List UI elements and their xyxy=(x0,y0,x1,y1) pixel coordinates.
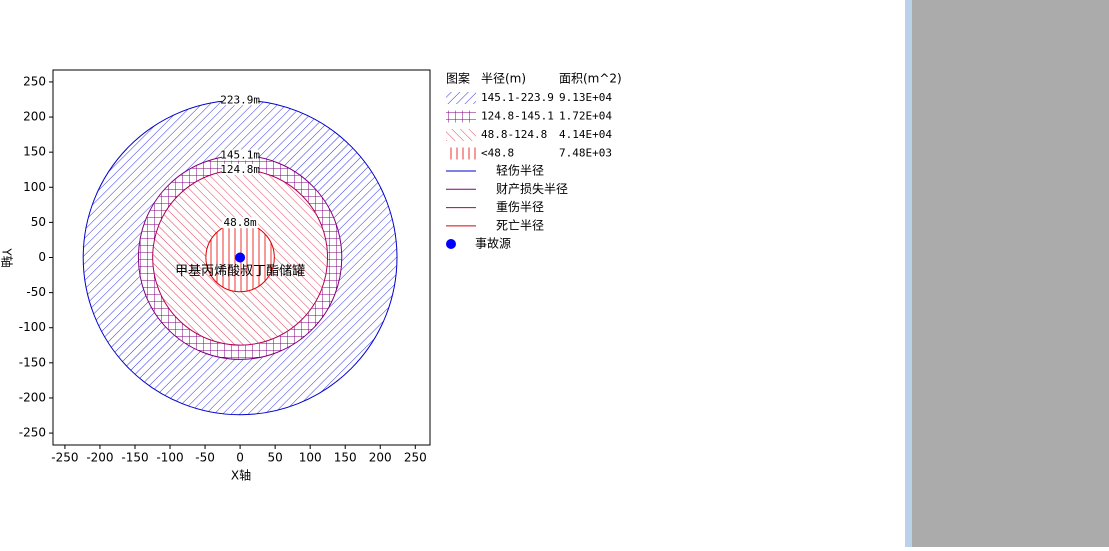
radius-label-bg xyxy=(222,163,259,175)
x-tick-label: 50 xyxy=(267,451,282,465)
legend-range: 48.8-124.8 xyxy=(481,128,547,141)
y-tick-label: 0 xyxy=(38,250,46,264)
x-axis-label: X轴 xyxy=(231,468,251,483)
legend-range: <48.8 xyxy=(481,147,514,160)
legend-area: 1.72E+04 xyxy=(559,110,612,123)
radius-label: 223.9m xyxy=(220,93,260,106)
y-tick-label: 100 xyxy=(23,180,46,194)
x-tick-label: 200 xyxy=(369,451,392,465)
y-tick-label: -250 xyxy=(19,426,46,440)
splitter xyxy=(905,0,912,547)
radius-label-bg xyxy=(222,94,259,106)
y-tick-label: -50 xyxy=(26,285,46,299)
legend-swatch xyxy=(446,92,476,104)
legend-label: 重伤半径 xyxy=(496,200,544,214)
legend-range: 145.1-223.9 xyxy=(481,91,554,104)
side-panel xyxy=(912,0,1109,547)
y-tick-label: 150 xyxy=(23,145,46,159)
source-label: 甲基丙烯酸叔丁酯储罐 xyxy=(175,264,305,279)
x-tick-label: 150 xyxy=(334,451,357,465)
legend-area: 4.14E+04 xyxy=(559,128,612,141)
legend-swatch xyxy=(446,147,476,160)
y-tick-label: -200 xyxy=(19,390,46,404)
x-tick-label: -200 xyxy=(86,451,113,465)
radius-label: 124.8m xyxy=(220,163,260,176)
y-tick-label: 200 xyxy=(23,110,46,124)
radius-label: 48.8m xyxy=(224,216,257,229)
x-tick-label: -50 xyxy=(195,451,215,465)
x-tick-label: -150 xyxy=(121,451,148,465)
x-tick-label: 0 xyxy=(236,451,244,465)
legend-label: 死亡半径 xyxy=(496,218,544,232)
legend-area: 7.48E+03 xyxy=(559,147,612,160)
radius-label-bg xyxy=(222,217,259,229)
legend-area: 9.13E+04 xyxy=(559,91,612,104)
y-tick-label: 50 xyxy=(31,215,46,229)
legend-header: 半径(m) xyxy=(481,72,526,86)
y-tick-label: -150 xyxy=(19,355,46,369)
legend-label: 轻伤半径 xyxy=(496,164,544,178)
x-tick-label: 250 xyxy=(404,451,427,465)
legend-swatch xyxy=(446,129,476,141)
legend-dot xyxy=(446,239,456,249)
y-axis-label: Y轴 xyxy=(0,247,15,267)
legend-header: 图案 xyxy=(446,71,470,86)
y-tick-label: -100 xyxy=(19,320,46,334)
y-tick-label: 250 xyxy=(23,74,46,88)
radius-label: 145.1m xyxy=(220,149,260,162)
x-tick-label: -100 xyxy=(156,451,183,465)
legend-label: 事故源 xyxy=(475,236,511,251)
legend-header: 面积(m^2) xyxy=(559,72,622,86)
x-tick-label: -250 xyxy=(51,451,78,465)
radius-label-bg xyxy=(222,149,259,161)
x-tick-label: 100 xyxy=(299,451,322,465)
legend-swatch xyxy=(446,110,476,123)
legend-range: 124.8-145.1 xyxy=(481,110,554,123)
legend-label: 财产损失半径 xyxy=(496,181,568,196)
source-point xyxy=(235,252,246,263)
